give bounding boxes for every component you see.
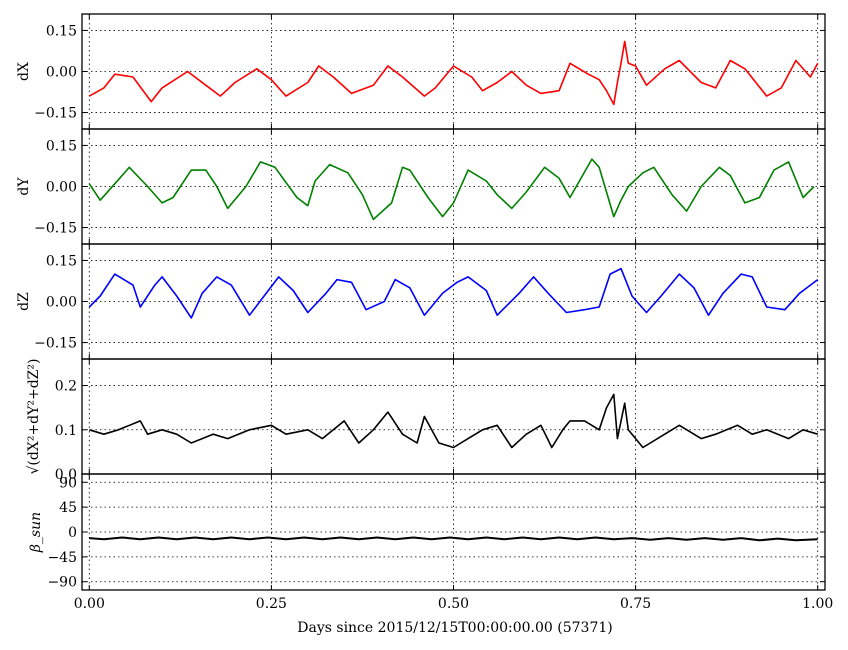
panel-frame — [81, 128, 826, 245]
x-tick-label: 0.50 — [438, 596, 469, 612]
y-tick-label: 90 — [59, 475, 77, 491]
series-line — [88, 40, 819, 106]
y-axis-label: dX — [16, 62, 32, 81]
panel-2: −0.15 0.00 0.15 dY — [16, 128, 826, 245]
y-tick-label: 0 — [68, 525, 77, 541]
series-line — [88, 158, 815, 221]
x-tick-label: 0.75 — [620, 596, 651, 612]
y-tick-label: −0.15 — [34, 221, 77, 237]
panel-frame — [81, 13, 826, 130]
y-tick-label: −45 — [47, 550, 77, 566]
series-line — [89, 393, 818, 449]
y-tick-label: −0.15 — [34, 336, 77, 352]
x-tick-labels: 0.00 0.25 0.50 0.75 1.00 — [74, 596, 834, 612]
y-axis-label: dZ — [16, 292, 32, 311]
y-tick-label: 0.15 — [46, 253, 77, 269]
y-tick-label: 0.1 — [55, 423, 77, 439]
panel-5: −90 −45 0 45 90 β_sun — [28, 473, 826, 591]
y-tick-label: 0.00 — [46, 180, 77, 196]
x-tick-label: 0.00 — [74, 596, 105, 612]
panel-frame — [81, 473, 826, 591]
panel-4: 0.0 0.1 0.2 √(dX²+dY²+dZ²) — [26, 358, 826, 483]
series-line — [89, 536, 818, 542]
y-tick-label: −0.15 — [34, 106, 77, 122]
panel-3: −0.15 0.00 0.15 dZ — [16, 243, 826, 360]
x-tick-label: 1.00 — [802, 596, 833, 612]
x-tick-label: 0.25 — [256, 596, 287, 612]
panel-1: −0.15 0.00 0.15 dX — [16, 13, 826, 130]
panels-layer: −0.150.000.15dX−0.150.000.15dY−0.150.000… — [16, 13, 826, 591]
x-axis-label: Days since 2015/12/15T00:00:00.00 (57371… — [297, 620, 612, 636]
y-axis-label: dY — [16, 177, 32, 196]
y-axis-label: β_sun — [28, 512, 44, 553]
y-tick-label: 0.15 — [46, 23, 77, 39]
y-tick-label: 0.00 — [46, 295, 77, 311]
y-tick-label: −90 — [47, 575, 77, 591]
y-axis-label: √(dX²+dY²+dZ²) — [26, 359, 42, 475]
series-line — [88, 267, 819, 319]
panel-frame — [81, 358, 826, 475]
y-tick-label: 0.00 — [46, 65, 77, 81]
y-tick-label: 0.2 — [55, 379, 77, 395]
y-tick-label: 0.0 — [55, 467, 77, 483]
y-tick-label: 45 — [59, 500, 77, 516]
y-tick-label: 0.15 — [46, 138, 77, 154]
panel-frame — [81, 243, 826, 360]
